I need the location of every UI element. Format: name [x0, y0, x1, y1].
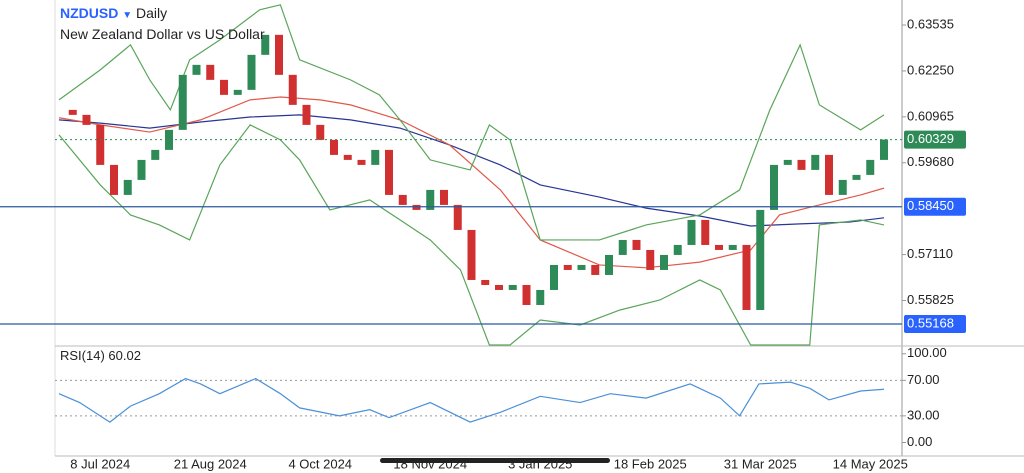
- candle: [481, 279, 490, 285]
- y-tick-label: 30.00: [907, 407, 940, 422]
- candle: [728, 244, 737, 250]
- candle: [151, 149, 160, 160]
- candle: [385, 149, 393, 195]
- y-tick-label: 0.63535: [907, 16, 954, 31]
- y-tick-label: 70.00: [907, 372, 940, 387]
- level-label: 0.55168: [907, 315, 954, 330]
- x-tick-label: 21 Aug 2024: [174, 456, 247, 471]
- description: New Zealand Dollar vs US Dollar: [60, 26, 265, 42]
- scrollbar[interactable]: [380, 458, 610, 463]
- candle: [550, 264, 558, 290]
- candle: [508, 284, 517, 290]
- candle: [68, 109, 77, 115]
- candle: [495, 284, 503, 290]
- dropdown-icon[interactable]: ▼: [122, 10, 133, 21]
- x-tick-label: 8 Jul 2024: [70, 456, 130, 471]
- candle: [797, 159, 806, 170]
- candle: [453, 204, 462, 230]
- candle: [110, 164, 118, 195]
- candle: [330, 139, 338, 155]
- candle: [426, 189, 435, 210]
- y-tick-label: 0.57110: [907, 246, 953, 261]
- rsi-title: RSI(14) 60.02: [60, 348, 141, 363]
- candle: [192, 64, 201, 75]
- candle: [247, 54, 256, 90]
- candle: [618, 239, 627, 255]
- candle: [522, 284, 531, 305]
- candle: [783, 159, 792, 165]
- candle: [178, 74, 187, 130]
- candle: [838, 179, 847, 195]
- x-tick-label: 18 Feb 2025: [614, 456, 687, 471]
- candle: [660, 254, 668, 270]
- candle: [756, 209, 765, 310]
- candle: [96, 124, 105, 165]
- current-badge: [904, 130, 966, 149]
- candle: [687, 219, 696, 245]
- candle: [673, 244, 682, 255]
- candle: [316, 124, 325, 140]
- rsi-line: [58, 377, 885, 423]
- candle: [233, 89, 242, 95]
- level-label: 0.58450: [907, 198, 954, 213]
- indicator-line: [58, 4, 885, 241]
- y-tick-label: 0.62250: [907, 62, 954, 77]
- candle: [866, 159, 875, 175]
- candle: [742, 244, 751, 310]
- candle: [605, 254, 613, 275]
- y-tick-label: 0.60965: [907, 108, 954, 123]
- candle: [825, 154, 833, 195]
- interval: Daily: [136, 5, 168, 21]
- candle: [206, 64, 215, 80]
- current-price-label: 0.60329: [907, 131, 954, 146]
- candle: [343, 154, 352, 160]
- candle: [591, 264, 600, 275]
- x-tick-label: 4 Oct 2024: [288, 456, 352, 471]
- candle: [220, 79, 228, 95]
- candle: [701, 219, 710, 245]
- level-badge: [904, 314, 966, 333]
- x-tick-label: 18 Nov 2024: [393, 456, 467, 471]
- candle: [852, 174, 861, 180]
- x-tick-label: 3 Jan 2025: [508, 456, 572, 471]
- candle: [467, 229, 476, 280]
- candle: [261, 34, 270, 55]
- y-tick-label: 0.59680: [907, 154, 954, 169]
- level-badge: [904, 197, 966, 216]
- candle: [880, 139, 888, 160]
- candle: [646, 249, 655, 270]
- candle: [715, 244, 723, 250]
- candle: [371, 149, 380, 165]
- candle: [165, 129, 173, 150]
- indicator-line: [58, 124, 885, 346]
- candle: [412, 204, 421, 210]
- symbol[interactable]: NZDUSD: [60, 5, 119, 21]
- y-tick-label: 0.55825: [907, 292, 954, 307]
- candle: [577, 264, 586, 270]
- header: NZDUSD ▼ Daily New Zealand Dollar vs US …: [60, 4, 265, 43]
- x-tick-label: 31 Mar 2025: [724, 456, 797, 471]
- candle: [302, 104, 311, 125]
- candle: [137, 159, 146, 180]
- candle: [82, 114, 91, 125]
- candle: [398, 194, 407, 205]
- y-tick-label: 100.00: [907, 345, 947, 360]
- candle: [770, 164, 778, 210]
- candle: [632, 239, 641, 250]
- x-tick-label: 14 May 2025: [833, 456, 908, 471]
- candle: [811, 154, 820, 170]
- candle: [123, 179, 132, 195]
- candle: [288, 74, 297, 105]
- candle: [357, 159, 366, 165]
- y-tick-label: 0.00: [907, 434, 932, 449]
- candle: [440, 189, 448, 205]
- candle: [275, 34, 283, 75]
- indicator-line: [58, 114, 885, 227]
- candle: [563, 264, 572, 270]
- indicator-line: [58, 96, 885, 269]
- candle: [536, 289, 545, 305]
